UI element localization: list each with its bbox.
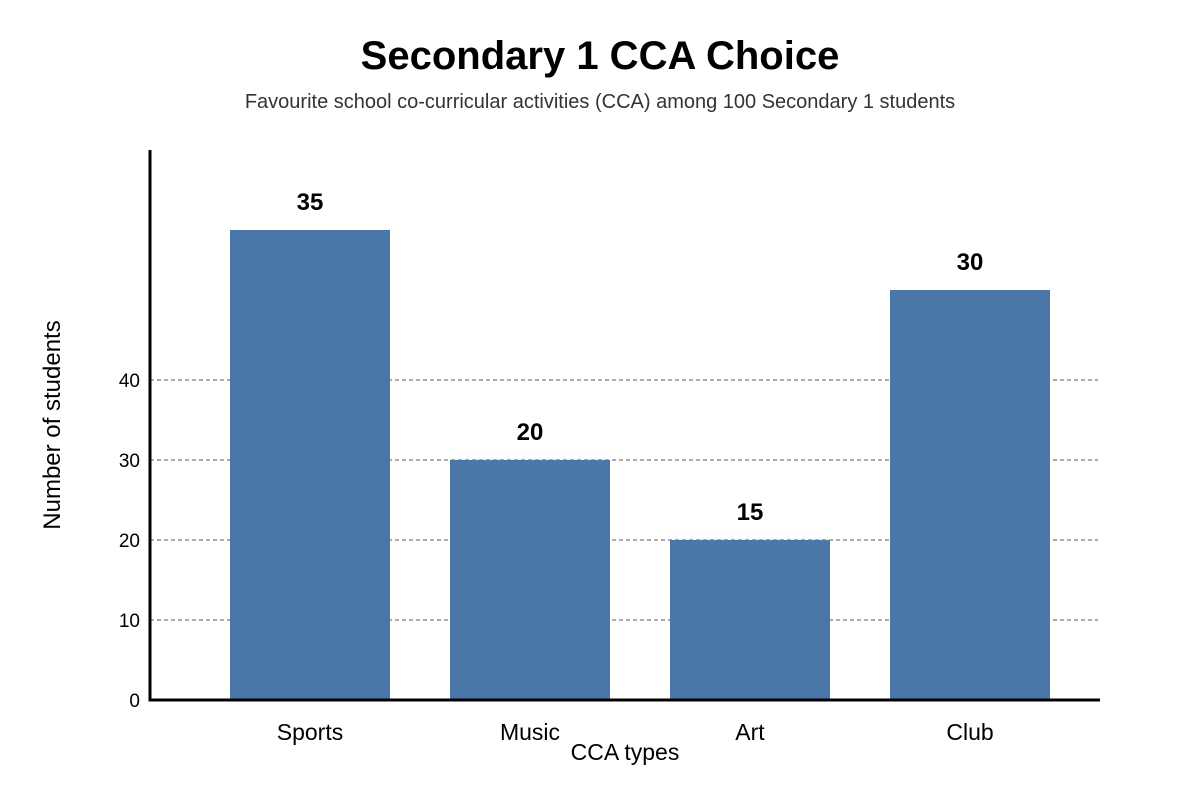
y-axis-label: Number of students: [39, 320, 66, 529]
x-axis-label: CCA types: [571, 739, 680, 765]
bar-music: [450, 460, 610, 700]
x-tick-label-sports: Sports: [277, 719, 343, 745]
data-label-club: 30: [957, 249, 984, 276]
bar-sports: [230, 230, 390, 700]
bar-club: [890, 290, 1050, 700]
y-tick-label-20: 20: [119, 531, 140, 552]
y-tick-label-30: 30: [119, 451, 140, 472]
x-tick-label-club: Club: [946, 719, 993, 745]
x-tick-label-art: Art: [735, 719, 765, 745]
data-label-sports: 35: [297, 189, 324, 216]
x-tick-label-music: Music: [500, 719, 560, 745]
y-tick-label-40: 40: [119, 371, 140, 392]
chart-title: Secondary 1 CCA Choice: [360, 34, 840, 78]
y-tick-label-0: 0: [129, 691, 140, 712]
data-label-art: 15: [737, 499, 764, 526]
chart-subtitle: Favourite school co-curricular activitie…: [244, 91, 956, 113]
data-label-music: 20: [517, 419, 544, 446]
bar-art: [670, 540, 830, 700]
y-tick-label-10: 10: [119, 611, 140, 632]
